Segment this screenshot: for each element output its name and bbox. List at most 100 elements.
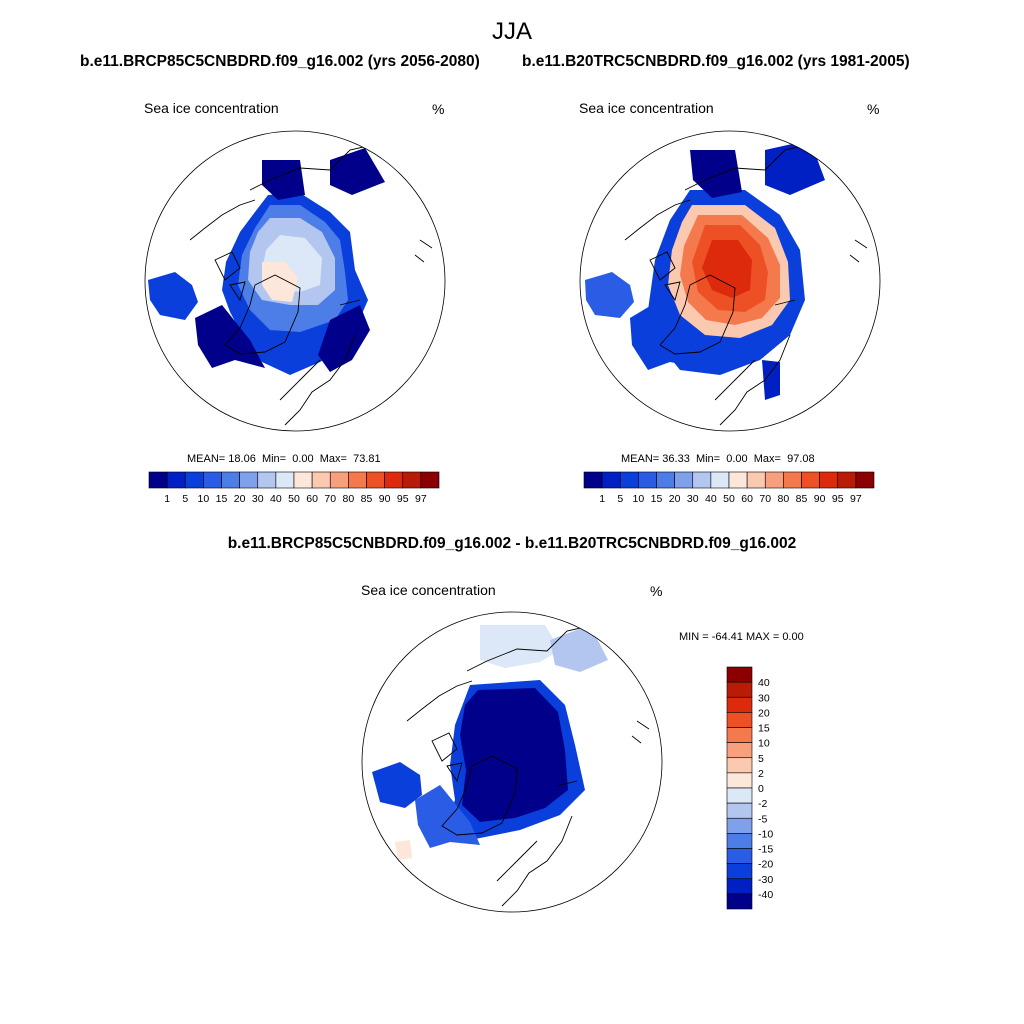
tr-colorbar-box	[692, 471, 712, 489]
diff-near-zero-siberia	[480, 625, 560, 668]
tl-colorbar: 1 5 10 15 20 30 40 50 60 70 80 85 90 95 97	[148, 471, 440, 505]
tr-colorbar-tick-label: 40	[705, 493, 717, 505]
tl-stats: MEAN= 18.06 Min= 0.00 Max= 73.81	[187, 453, 381, 465]
tl-ice-atlantic	[318, 305, 370, 372]
tr-coast-greenland	[659, 274, 736, 355]
diff-colorbar-box	[726, 878, 753, 895]
tr-colorbar-tick-label: 15	[651, 493, 663, 505]
tl-colorbar-tick-label: 97	[415, 493, 427, 505]
tr-colorbar-tick-label: 30	[687, 493, 699, 505]
tr-max-value: 97.08	[787, 453, 815, 465]
tr-min-label: Min=	[695, 453, 721, 465]
tr-ice-okhotsk	[690, 150, 742, 198]
tl-colorbar-tick-label: 95	[397, 493, 409, 505]
tl-colorbar-tick-label: 60	[306, 493, 318, 505]
tr-mean-label: MEAN=	[621, 453, 660, 465]
tr-coastlines	[624, 144, 868, 426]
tr-colorbar-tick-label: 80	[778, 493, 790, 505]
diff-colorbar-box	[726, 802, 753, 819]
diff-colorbar-tick-label: 5	[758, 753, 764, 765]
tl-colorbar-box	[239, 471, 259, 489]
tl-coast-greenland	[224, 274, 301, 355]
diff-colorbar-tick-label: -40	[758, 889, 773, 901]
tl-colorbar-tick-label: 40	[270, 493, 282, 505]
diff-colorbar-tick-label: 20	[758, 707, 770, 719]
tr-colorbar-tick-label: 97	[850, 493, 862, 505]
diff-colorbar-box	[726, 833, 753, 849]
diff-colorbar-tick-label: -10	[758, 828, 773, 840]
tl-coast-archipelago	[214, 251, 246, 302]
tl-colorbar-box	[148, 471, 168, 489]
diff-colorbar-box	[726, 817, 753, 834]
tr-colorbar-box	[746, 471, 766, 489]
tl-coast-eurasia	[279, 299, 361, 426]
tr-map-border	[579, 130, 881, 432]
tr-ice-baffin	[630, 300, 700, 370]
tl-mean-value: 18.06	[228, 453, 256, 465]
diff-colorbar-tick-label: 0	[758, 783, 764, 795]
tr-colorbar-box	[801, 471, 820, 489]
diff-colorbar-tick-label: 40	[758, 677, 770, 689]
diff-colorbar-tick-label: 15	[758, 723, 770, 735]
tr-colorbar-box	[764, 471, 784, 489]
diff-coast-greenland	[441, 755, 518, 836]
tr-ice-hudson	[585, 272, 634, 318]
tl-ice-peak	[262, 262, 298, 302]
diff-loss-strong	[460, 688, 568, 822]
diff-colorbar-box	[726, 727, 753, 743]
tl-colorbar-tick-label: 5	[182, 493, 188, 505]
diff-coast-eurasia	[496, 780, 578, 907]
diff-colorbar-tick-label: -5	[758, 813, 767, 825]
tl-max-value: 73.81	[353, 453, 381, 465]
tl-colorbar-tick-label: 80	[343, 493, 355, 505]
tr-colorbar-tick-label: 20	[669, 493, 681, 505]
tr-colorbar-box	[656, 471, 675, 489]
diff-stats: MIN = -64.41 MAX = 0.00	[679, 631, 804, 643]
tl-colorbar-box	[221, 471, 240, 489]
tr-colorbar-box	[710, 471, 730, 489]
tl-coast-alaska	[189, 199, 256, 241]
tl-colorbar-tick-label: 90	[379, 493, 391, 505]
tl-variable-label: Sea ice concentration	[144, 100, 279, 116]
tl-colorbar-tick-label: 1	[164, 493, 170, 505]
diff-colorbar-box	[726, 772, 753, 789]
tl-colorbar-box	[257, 471, 277, 489]
tl-ice-baffin	[195, 305, 265, 368]
diff-colorbar-tick-label: 30	[758, 692, 770, 704]
diff-colorbar-tick-label: -2	[758, 798, 767, 810]
tr-colorbar-tick-label: 1	[599, 493, 605, 505]
diff-colorbar-box	[726, 893, 753, 910]
diff-colorbar-tick-label: -30	[758, 874, 773, 886]
tl-polar-map	[144, 130, 446, 432]
diff-colorbar-box	[726, 666, 753, 683]
tr-colorbar-tick-label: 10	[633, 493, 645, 505]
tl-min-value: 0.00	[292, 453, 314, 465]
tl-colorbar-tick-label: 20	[234, 493, 246, 505]
tr-coast-eurasia	[714, 299, 796, 426]
tl-colorbar-box	[275, 471, 295, 489]
tr-colorbar-box	[855, 471, 875, 489]
tr-colorbar: 1 5 10 15 20 30 40 50 60 70 80 85 90 95 97	[583, 471, 875, 505]
diff-units-label: %	[650, 583, 663, 599]
tr-polar-map	[579, 130, 881, 432]
tr-colorbar-box	[638, 471, 657, 489]
diff-gain-labrador	[395, 840, 412, 860]
tr-colorbar-box	[619, 471, 639, 489]
tl-units-label: %	[432, 101, 445, 117]
tl-colorbar-tick-label: 50	[288, 493, 300, 505]
diff-colorbar-tick-label: 2	[758, 768, 764, 780]
tr-colorbar-box	[674, 471, 694, 489]
tl-colorbar-tick-label: 15	[216, 493, 228, 505]
diff-colorbar-box	[726, 757, 753, 774]
diff-polar-map	[361, 611, 663, 913]
diff-map-border	[361, 611, 663, 913]
top-right-run-title: b.e11.B20TRC5CNBDRD.f09_g16.002 (yrs 198…	[522, 53, 910, 70]
tr-colorbar-tick-label: 50	[723, 493, 735, 505]
tr-units-label: %	[867, 101, 880, 117]
diff-variable-label: Sea ice concentration	[361, 582, 496, 598]
tl-colorbar-box	[402, 471, 422, 489]
diff-near-zero-bering	[550, 625, 608, 672]
tr-colorbar-tick-label: 5	[617, 493, 623, 505]
tr-colorbar-tick-label: 90	[814, 493, 826, 505]
